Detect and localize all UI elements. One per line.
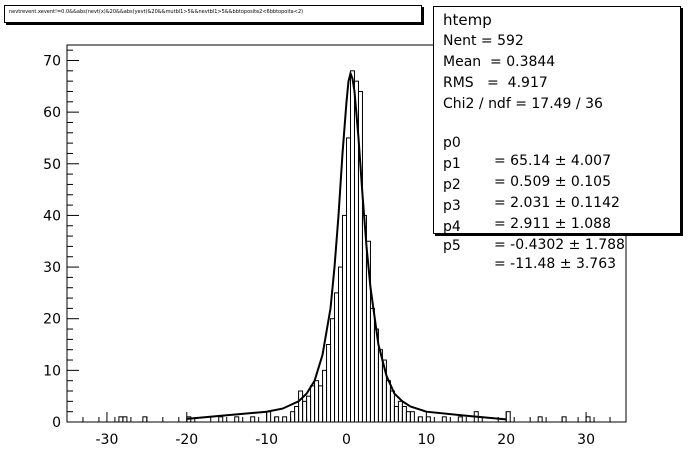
histogram-bin (409, 411, 415, 423)
histogram-bin (425, 416, 431, 423)
y-tick-label: 0 (52, 415, 61, 431)
histogram-bin (389, 390, 395, 423)
fit-param-row: p3 = 2.911 ± 1.088 (443, 179, 673, 251)
histogram-bin (282, 416, 288, 423)
param-value: = -11.48 ± 3.763 (494, 256, 617, 272)
histogram-bin (234, 416, 240, 423)
y-tick-label: 40 (43, 208, 61, 224)
histogram-bin (385, 380, 391, 423)
histogram-bin (250, 416, 256, 423)
histogram-bin (405, 411, 411, 423)
stats-histogram-name: htemp (443, 11, 492, 29)
histogram-bin (274, 416, 280, 423)
histogram-bin (585, 416, 591, 423)
x-tick-label: -10 (255, 432, 278, 448)
x-tick-label: 0 (342, 432, 351, 448)
histogram-bin (369, 307, 375, 423)
fit-param-row: p2 = 2.031 ± 0.1142 (443, 158, 673, 230)
histogram-bin (334, 292, 340, 423)
histogram-bin (314, 380, 320, 423)
param-name: p1 (443, 156, 461, 172)
histogram-bin (330, 318, 336, 423)
histogram-bin (505, 411, 511, 423)
histogram-bin (142, 416, 148, 423)
param-name: p0 (443, 135, 461, 151)
fit-curve (186, 70, 507, 421)
histogram-bin (346, 137, 351, 423)
histogram-bin (322, 369, 328, 423)
y-tick-label: 70 (43, 53, 61, 69)
x-tick-label: -30 (95, 432, 118, 448)
histogram-bin (266, 411, 272, 423)
histogram-bin (290, 411, 296, 423)
selection-cut-text: nevtrevent.xevent!=0.0&&abs(nevt(x)&20&&… (9, 9, 304, 15)
histogram-bin (218, 416, 224, 423)
stats-rms: RMS = 4.917 (443, 75, 548, 91)
x-tick-label: -20 (175, 432, 198, 448)
param-value: = -0.4302 ± 1.788 (494, 237, 625, 253)
param-name: p4 (443, 219, 461, 235)
stats-box: htemp Nent = 592 Mean = 0.3844 RMS = 4.9… (433, 6, 681, 272)
histogram-bin (306, 395, 312, 423)
y-tick-label: 30 (43, 260, 61, 276)
stats-chi2: Chi2 / ndf = 17.49 / 36 (443, 96, 603, 112)
fit-param-row: p1 = 0.509 ± 0.105 (443, 137, 673, 209)
histogram-bin (401, 406, 407, 423)
histogram-bin (349, 70, 355, 423)
y-tick-label: 20 (43, 312, 61, 328)
selection-cut-box: nevtrevent.xevent!=0.0&&abs(nevt(x)&20&&… (4, 5, 422, 23)
histogram-bin (302, 400, 308, 423)
histogram-bin (310, 385, 316, 423)
histogram-bin (122, 416, 128, 423)
y-tick-label: 50 (43, 157, 61, 173)
axes: -30 -20 -10 0 10 20 30 0 10 20 30 40 50 60 70 (43, 49, 627, 448)
param-value: = 2.031 ± 0.1142 (494, 195, 620, 211)
x-tick-label: 30 (577, 432, 595, 448)
histogram-bin (393, 406, 399, 423)
y-tick-label: 60 (43, 105, 61, 121)
histogram-bin (537, 416, 543, 423)
histogram-bin (561, 416, 567, 423)
stats-mean: Mean = 0.3844 (443, 54, 556, 70)
param-name: p2 (443, 177, 461, 193)
histogram-bin (397, 400, 403, 423)
histogram-bin (318, 385, 324, 423)
histogram-bin (294, 406, 300, 423)
histogram-bin (298, 390, 304, 423)
fit-param-row: p4 = -0.4302 ± 1.788 (443, 200, 673, 272)
histogram-bin (441, 416, 447, 423)
fit-param-row: p5 = -11.48 ± 3.763 (443, 219, 673, 291)
x-tick-label: 20 (497, 432, 515, 448)
histogram-bin (338, 266, 344, 423)
param-name: p3 (443, 198, 461, 214)
y-tick-label: 10 (43, 363, 61, 379)
histogram-bin (118, 416, 124, 423)
histogram-bin (457, 416, 463, 423)
x-tick-label: 10 (417, 432, 435, 448)
histogram-bin (342, 214, 347, 423)
param-value: = 0.509 ± 0.105 (494, 174, 611, 190)
fit-param-row: p0 = 65.14 ± 4.007 (443, 116, 673, 188)
param-value: = 2.911 ± 1.088 (494, 216, 611, 232)
param-value: = 65.14 ± 4.007 (494, 153, 611, 169)
histogram-bin (326, 344, 332, 423)
param-name: p5 (443, 238, 461, 254)
stats-entries: Nent = 592 (443, 33, 524, 49)
histogram-bin (417, 416, 423, 423)
